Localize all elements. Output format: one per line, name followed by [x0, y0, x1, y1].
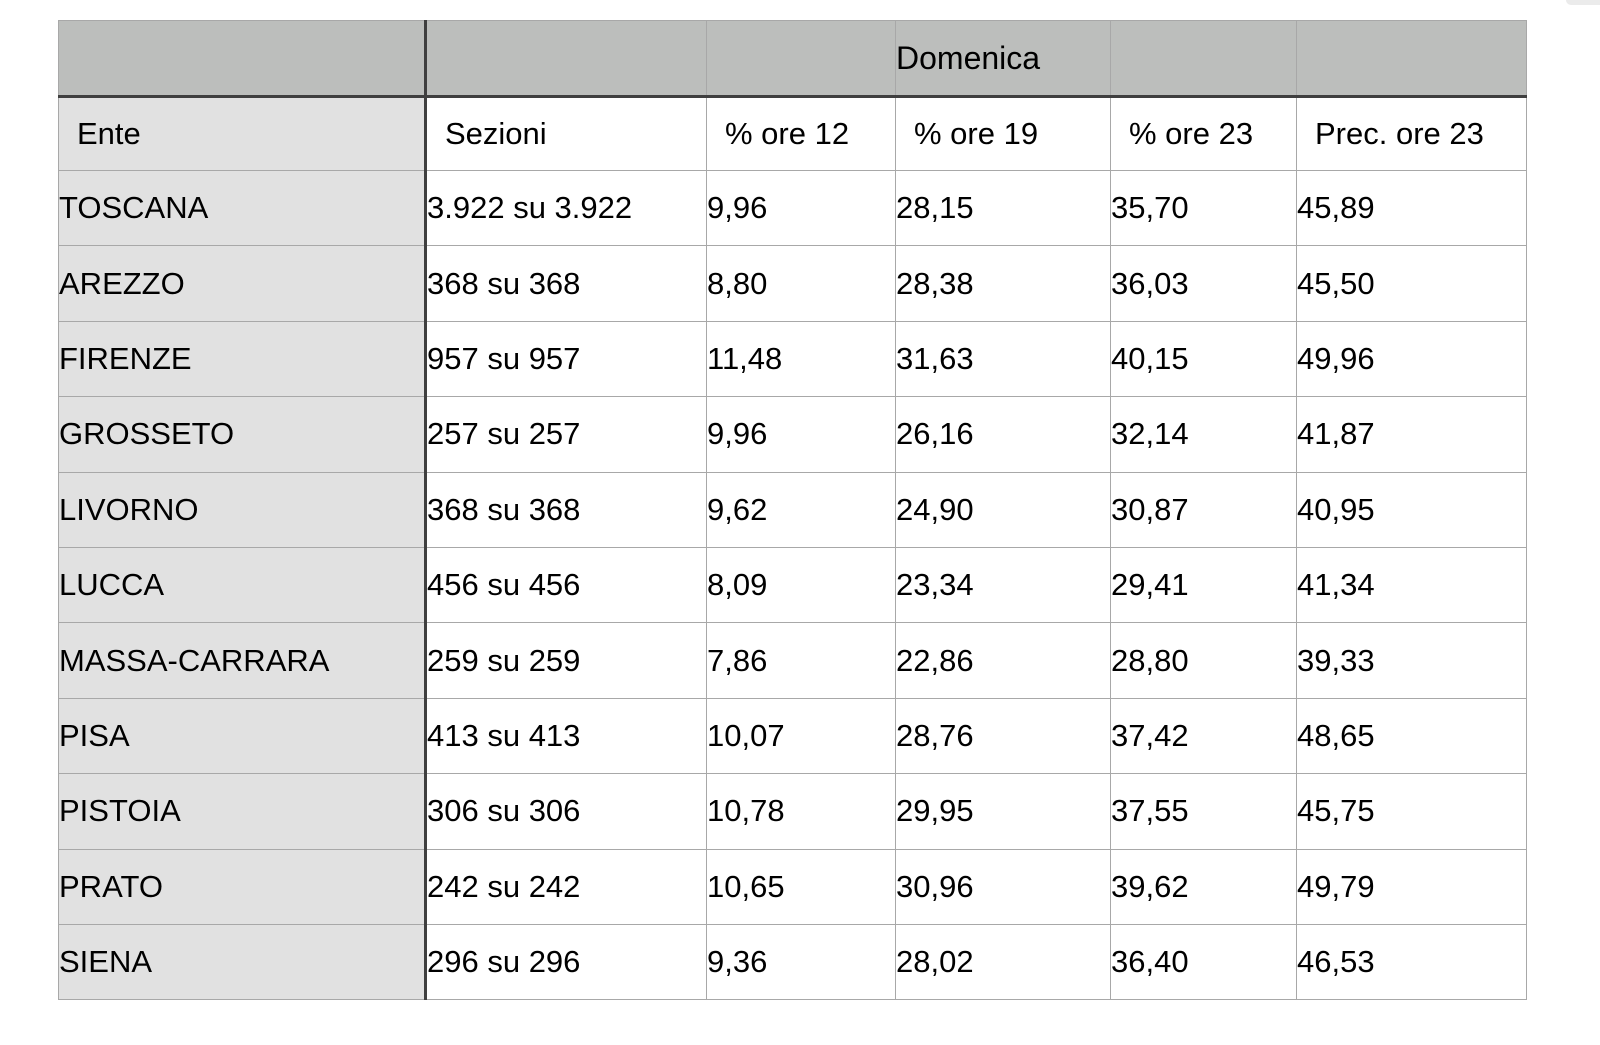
cell-ore23: 36,40: [1110, 923, 1297, 1001]
cell-sezioni: 296 su 296: [425, 923, 707, 1001]
table-row: SIENA 296 su 296 9,36 28,02 36,40 46,53: [58, 923, 1527, 1001]
cell-ore12: 10,07: [706, 697, 896, 775]
cell-ore23: 37,55: [1110, 773, 1297, 850]
cell-ore12: 8,09: [706, 546, 896, 624]
cell-prec23: 45,89: [1296, 169, 1527, 247]
cell-ente: SIENA: [58, 923, 427, 1001]
cell-prec23: 41,87: [1296, 396, 1527, 473]
group-header-domenica: Domenica: [895, 20, 1111, 98]
table-row: MASSA-CARRARA 259 su 259 7,86 22,86 28,8…: [58, 622, 1527, 699]
cell-ore12: 8,80: [706, 245, 896, 322]
table-row: PISA 413 su 413 10,07 28,76 37,42 48,65: [58, 697, 1527, 775]
cell-ore19: 30,96: [895, 848, 1111, 925]
cell-ente: FIRENZE: [58, 320, 427, 398]
table-row: GROSSETO 257 su 257 9,96 26,16 32,14 41,…: [58, 396, 1527, 473]
cell-ore23: 30,87: [1110, 471, 1297, 548]
turnout-table: Domenica Ente Sezioni % ore 12 % ore 19 …: [58, 20, 1527, 1001]
cell-sezioni: 368 su 368: [425, 471, 707, 548]
cell-ore12: 9,96: [706, 169, 896, 247]
cell-ore23: 37,42: [1110, 697, 1297, 775]
cell-sezioni: 257 su 257: [425, 396, 707, 473]
column-header-ore19: % ore 19: [895, 96, 1111, 171]
table-row: PISTOIA 306 su 306 10,78 29,95 37,55 45,…: [58, 773, 1527, 850]
cell-ore23: 39,62: [1110, 848, 1297, 925]
top-right-artifact: [1566, 0, 1600, 5]
table-row: PRATO 242 su 242 10,65 30,96 39,62 49,79: [58, 848, 1527, 925]
cell-ore23: 35,70: [1110, 169, 1297, 247]
cell-prec23: 49,79: [1296, 848, 1527, 925]
cell-ore19: 28,15: [895, 169, 1111, 247]
cell-prec23: 45,75: [1296, 773, 1527, 850]
cell-prec23: 49,96: [1296, 320, 1527, 398]
cell-prec23: 39,33: [1296, 622, 1527, 699]
cell-ore12: 9,36: [706, 923, 896, 1001]
cell-ore19: 29,95: [895, 773, 1111, 850]
cell-ore12: 7,86: [706, 622, 896, 699]
table-row: LIVORNO 368 su 368 9,62 24,90 30,87 40,9…: [58, 471, 1527, 548]
cell-ore12: 9,96: [706, 396, 896, 473]
cell-ente: PISTOIA: [58, 773, 427, 850]
cell-ore19: 28,76: [895, 697, 1111, 775]
group-header-row: Domenica: [58, 20, 1527, 98]
cell-ente: GROSSETO: [58, 396, 427, 473]
cell-ore23: 40,15: [1110, 320, 1297, 398]
cell-ore23: 32,14: [1110, 396, 1297, 473]
cell-sezioni: 306 su 306: [425, 773, 707, 850]
cell-ore19: 23,34: [895, 546, 1111, 624]
cell-sezioni: 957 su 957: [425, 320, 707, 398]
cell-ore12: 10,65: [706, 848, 896, 925]
cell-prec23: 46,53: [1296, 923, 1527, 1001]
cell-ore19: 28,02: [895, 923, 1111, 1001]
cell-sezioni: 242 su 242: [425, 848, 707, 925]
group-header-cell: [1110, 20, 1297, 98]
cell-ore19: 28,38: [895, 245, 1111, 322]
cell-sezioni: 3.922 su 3.922: [425, 169, 707, 247]
group-header-cell: [58, 20, 427, 98]
cell-ore23: 36,03: [1110, 245, 1297, 322]
cell-ore23: 28,80: [1110, 622, 1297, 699]
table-body: TOSCANA 3.922 su 3.922 9,96 28,15 35,70 …: [58, 169, 1527, 1001]
cell-ente: AREZZO: [58, 245, 427, 322]
column-header-ore23: % ore 23: [1110, 96, 1297, 171]
column-header-ente: Ente: [58, 96, 427, 171]
table-row: AREZZO 368 su 368 8,80 28,38 36,03 45,50: [58, 245, 1527, 322]
cell-prec23: 40,95: [1296, 471, 1527, 548]
group-header-cell: [1296, 20, 1527, 98]
cell-sezioni: 413 su 413: [425, 697, 707, 775]
cell-sezioni: 456 su 456: [425, 546, 707, 624]
cell-ore12: 9,62: [706, 471, 896, 548]
column-header-prec23: Prec. ore 23: [1296, 96, 1527, 171]
cell-sezioni: 259 su 259: [425, 622, 707, 699]
cell-ente: LUCCA: [58, 546, 427, 624]
cell-ore12: 11,48: [706, 320, 896, 398]
cell-ore19: 24,90: [895, 471, 1111, 548]
cell-prec23: 48,65: [1296, 697, 1527, 775]
table-row: FIRENZE 957 su 957 11,48 31,63 40,15 49,…: [58, 320, 1527, 398]
cell-ente: LIVORNO: [58, 471, 427, 548]
cell-prec23: 45,50: [1296, 245, 1527, 322]
cell-ente: PRATO: [58, 848, 427, 925]
cell-prec23: 41,34: [1296, 546, 1527, 624]
cell-ore12: 10,78: [706, 773, 896, 850]
group-header-cell: [706, 20, 896, 98]
table-row: TOSCANA 3.922 su 3.922 9,96 28,15 35,70 …: [58, 169, 1527, 247]
column-header-row: Ente Sezioni % ore 12 % ore 19 % ore 23 …: [58, 96, 1527, 171]
cell-ente: MASSA-CARRARA: [58, 622, 427, 699]
column-header-ore12: % ore 12: [706, 96, 896, 171]
cell-ore19: 26,16: [895, 396, 1111, 473]
cell-ore19: 22,86: [895, 622, 1111, 699]
cell-ente: PISA: [58, 697, 427, 775]
cell-sezioni: 368 su 368: [425, 245, 707, 322]
cell-ente: TOSCANA: [58, 169, 427, 247]
column-header-sezioni: Sezioni: [425, 96, 707, 171]
cell-ore23: 29,41: [1110, 546, 1297, 624]
group-header-cell: [425, 20, 707, 98]
table-row: LUCCA 456 su 456 8,09 23,34 29,41 41,34: [58, 546, 1527, 624]
cell-ore19: 31,63: [895, 320, 1111, 398]
